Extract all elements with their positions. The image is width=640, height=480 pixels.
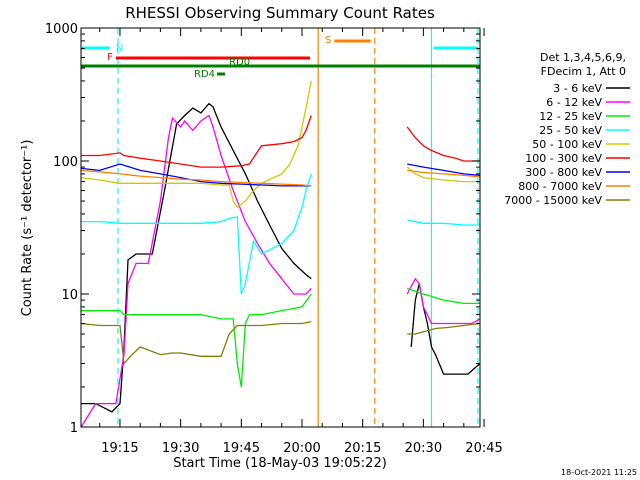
legend-label-12-25-kev: 12 - 25 keV (539, 110, 602, 123)
legend-label-7000-15000-kev: 7000 - 15000 keV (504, 194, 602, 207)
vertical-markers (117, 28, 479, 427)
flag-label-rd0: RD0 (229, 57, 250, 68)
x-tick-label: 20:00 (283, 441, 320, 456)
y-axis-label: Count Rate (s⁻¹ detector⁻¹) (20, 140, 35, 317)
legend-label-300-800-kev: 300 - 800 keV (525, 166, 602, 179)
x-tick-label: 20:15 (344, 441, 381, 456)
legend: Det 1,3,4,5,6,9, FDecim 1, Att 0 3 - 6 k… (504, 51, 630, 207)
series-line-300-800-kev (81, 163, 481, 187)
legend-label-100-300-kev: 100 - 300 keV (525, 152, 602, 165)
x-axis-label: Start Time (18-May-03 19:05:22) (173, 456, 387, 471)
x-tick-label: 19:30 (162, 441, 199, 456)
legend-label-25-50-kev: 25 - 50 keV (539, 124, 602, 137)
chart-title: RHESSI Observing Summary Count Rates (125, 4, 435, 22)
x-tick-label: 20:30 (405, 441, 442, 456)
legend-header-line-1: Det 1,3,4,5,6,9, (540, 51, 626, 64)
y-tick-label: 1000 (45, 22, 78, 37)
flag-label-n: N (116, 43, 123, 54)
axes: 19:15 19:30 19:45 20:00 20:15 20:30 20:45 1 10 10… (45, 22, 503, 456)
x-tick-label: 19:15 (101, 441, 138, 456)
legend-label-800-7000-kev: 800 - 7000 keV (518, 180, 602, 193)
x-tick-label: 20:45 (465, 441, 502, 456)
legend-label-3-6-kev: 3 - 6 keV (553, 82, 602, 95)
series-line-7000-15000-kev (81, 320, 481, 366)
series-line-50-100-kev (81, 80, 480, 209)
legend-header-line-2: FDecim 1, Att 0 (541, 65, 626, 78)
flag-bars: NF S RD0 RD4 (81, 35, 480, 80)
flag-label-f: F (107, 52, 113, 63)
legend-label-6-12-kev: 6 - 12 keV (546, 96, 602, 109)
flag-label-rd4: RD4 (194, 69, 215, 80)
y-tick-label: 100 (53, 155, 78, 170)
series-line-12-25-kev (81, 287, 480, 388)
legend-label-50-100-kev: 50 - 100 keV (532, 138, 602, 151)
series-lines (80, 80, 481, 428)
series-line-25-50-kev (81, 173, 480, 295)
flag-label-s: S (325, 35, 331, 46)
plot-frame (80, 27, 481, 428)
series-line-800-7000-kev (81, 169, 481, 187)
y-tick-label: 1 (70, 421, 78, 436)
x-tick-label: 19:45 (223, 441, 260, 456)
series-line-6-12-kev (80, 114, 481, 428)
series-line-100-300-kev (81, 115, 480, 168)
timestamp: 18-Oct-2021 11:25 (561, 468, 637, 477)
y-tick-label: 10 (61, 288, 78, 303)
